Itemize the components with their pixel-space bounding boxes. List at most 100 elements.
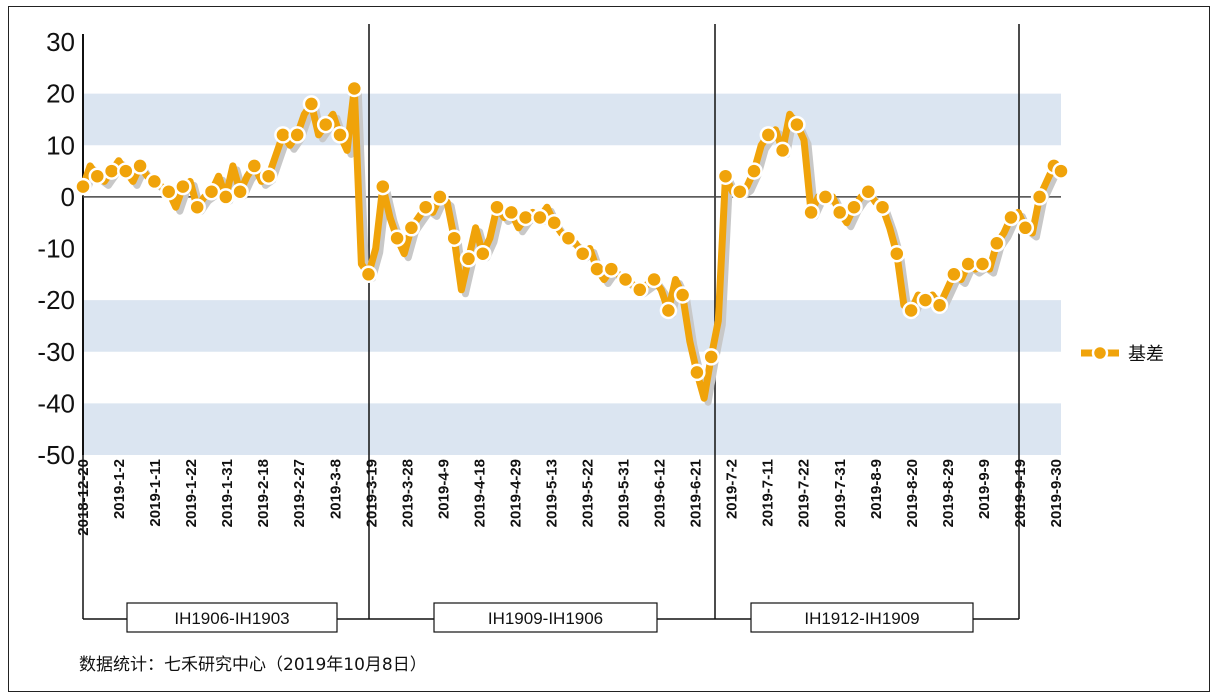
x-tick-label: 2019-2-18 xyxy=(255,459,272,527)
data-point xyxy=(159,182,178,201)
data-point xyxy=(117,162,135,180)
y-axis-ticks: 30 20 10 0 -10 -20 -30 -40 -50 xyxy=(37,27,75,470)
data-point xyxy=(374,177,392,196)
segment-label: IH1909-IH1906 xyxy=(488,609,603,628)
x-tick-label: 2019-5-31 xyxy=(616,459,633,527)
x-tick-label: 2019-8-9 xyxy=(868,459,885,519)
data-point xyxy=(888,244,906,263)
y-tick-label: -50 xyxy=(37,440,75,470)
data-point xyxy=(359,265,378,284)
segment-box xyxy=(126,602,338,633)
x-tick-label: 2019-7-2 xyxy=(724,459,741,519)
segment-label: IH1906-IH1903 xyxy=(174,609,289,628)
legend-marker xyxy=(1091,344,1109,362)
data-point xyxy=(231,182,249,201)
x-tick-label: 2019-9-9 xyxy=(976,459,993,519)
x-tick-label: 2019-5-13 xyxy=(543,459,560,527)
data-point xyxy=(145,172,164,191)
data-point xyxy=(516,208,535,227)
data-point xyxy=(773,141,792,160)
data-point xyxy=(688,363,706,382)
y-tick-label: -30 xyxy=(37,337,75,367)
x-tick-label: 2019-8-29 xyxy=(940,459,957,527)
data-point xyxy=(431,188,449,206)
data-point xyxy=(402,219,421,237)
x-tick-label: 2018-12-20 xyxy=(75,459,92,536)
data-point xyxy=(259,167,278,185)
y-tick-label: 0 xyxy=(61,182,75,212)
data-point xyxy=(488,198,506,216)
data-point xyxy=(673,286,692,304)
data-point xyxy=(102,162,121,180)
data-point xyxy=(659,301,678,320)
x-tick-label: 2019-3-19 xyxy=(363,459,380,527)
data-point xyxy=(845,198,863,216)
y-tick-label: 30 xyxy=(46,27,75,57)
data-point xyxy=(502,203,521,222)
data-point xyxy=(1002,208,1020,227)
data-point xyxy=(988,234,1006,253)
segment-label: IH1912-IH1909 xyxy=(804,609,919,628)
x-tick-label: 2019-4-29 xyxy=(507,459,524,527)
x-tick-label: 2019-7-22 xyxy=(796,459,813,527)
x-tick-label: 2019-1-2 xyxy=(111,459,128,519)
x-tick-label: 2019-9-19 xyxy=(1012,459,1029,527)
data-point xyxy=(916,291,935,309)
x-tick-label: 2019-3-28 xyxy=(399,459,416,527)
y-tick-label: -20 xyxy=(37,285,75,315)
data-point xyxy=(902,301,920,320)
y-tick-label: 10 xyxy=(46,130,75,160)
data-point xyxy=(1030,188,1049,206)
x-tick-label: 2019-6-21 xyxy=(688,459,705,527)
data-point xyxy=(388,229,406,247)
data-point xyxy=(930,296,949,315)
data-point xyxy=(316,115,335,134)
data-point xyxy=(716,167,735,185)
x-axis-ticks: 2018-12-20 2019-1-2 2019-1-11 2019-1-22 2019… xyxy=(75,459,1065,536)
data-point xyxy=(302,95,321,113)
data-point xyxy=(288,126,306,144)
x-tick-label: 2019-9-30 xyxy=(1048,459,1065,527)
bg-band xyxy=(83,300,1061,352)
data-point xyxy=(788,115,806,134)
data-point xyxy=(1052,162,1070,180)
data-point xyxy=(545,213,563,232)
data-point xyxy=(217,188,235,206)
data-point xyxy=(873,198,892,216)
y-tick-label: 20 xyxy=(46,79,75,109)
y-tick-label: -40 xyxy=(37,388,75,418)
data-point xyxy=(702,348,720,366)
data-point xyxy=(830,203,849,222)
x-tick-label: 2019-7-31 xyxy=(832,459,849,527)
data-point xyxy=(245,157,264,175)
data-point xyxy=(202,182,221,201)
chart-frame: 30 20 10 0 -10 -20 -30 -40 -50 2018-12-20 2019-1-… xyxy=(8,6,1210,692)
x-tick-label: 2019-2-27 xyxy=(291,459,308,527)
segment-box xyxy=(433,602,658,633)
background-bands xyxy=(83,93,1061,455)
data-point xyxy=(945,265,963,284)
bg-band xyxy=(83,403,1061,455)
data-point xyxy=(131,157,149,175)
data-point xyxy=(174,177,192,196)
bg-band xyxy=(83,93,1061,146)
y-tick-label: -10 xyxy=(37,234,75,264)
data-point xyxy=(816,188,835,206)
data-point xyxy=(559,229,578,247)
data-point xyxy=(74,177,92,196)
source-note: 数据统计：七禾研究中心（2019年10月8日） xyxy=(79,655,427,675)
series-basis xyxy=(74,79,1070,406)
x-tick-label: 2019-6-12 xyxy=(652,459,669,527)
data-point xyxy=(416,198,435,216)
data-point xyxy=(602,260,621,278)
data-point xyxy=(859,182,878,201)
data-point xyxy=(274,126,292,144)
data-point xyxy=(959,255,977,273)
data-point xyxy=(973,255,992,273)
data-point xyxy=(531,208,549,227)
data-point xyxy=(188,198,206,216)
x-tick-label: 2019-8-20 xyxy=(904,459,921,527)
x-tick-label: 2019-3-8 xyxy=(327,459,344,519)
data-point xyxy=(616,270,635,289)
data-point xyxy=(573,244,592,263)
